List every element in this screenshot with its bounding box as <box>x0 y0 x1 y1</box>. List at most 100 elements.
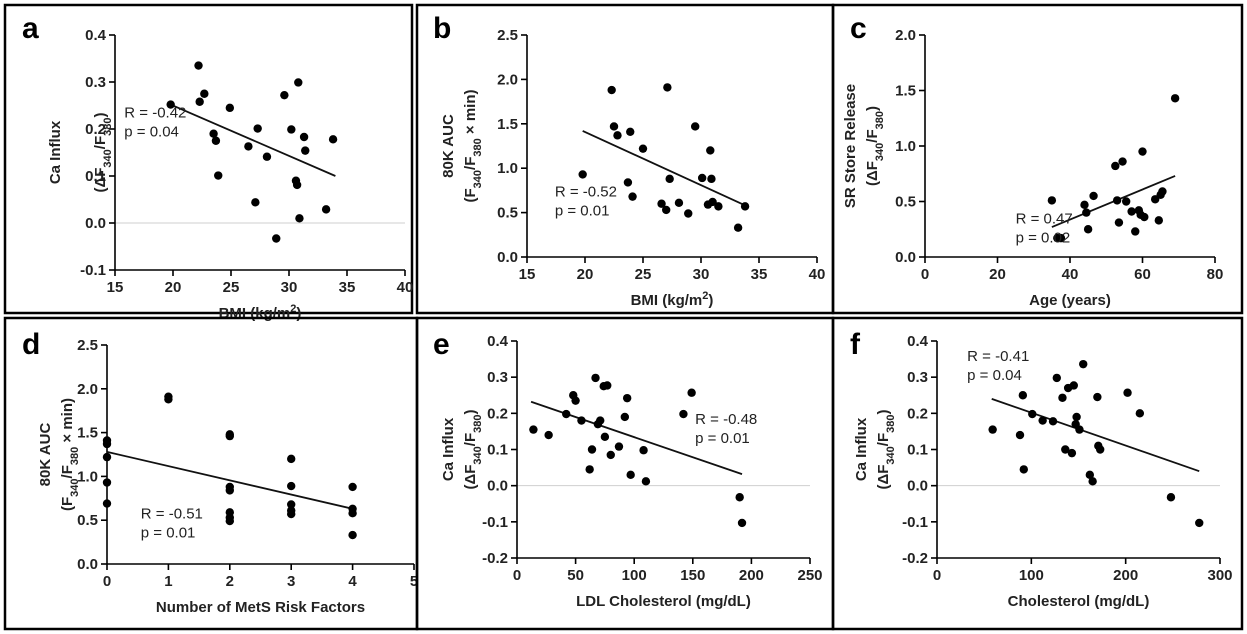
panel-letter: c <box>850 12 867 45</box>
data-point <box>1093 392 1102 402</box>
data-point <box>626 470 635 480</box>
y-tick-label: 0.2 <box>487 405 508 422</box>
x-tick-label: 40 <box>809 266 826 283</box>
data-point <box>1121 197 1131 206</box>
data-point <box>1088 477 1097 486</box>
stats-annotation: p = 0.02 <box>1016 230 1071 247</box>
regression-line <box>991 398 1200 473</box>
data-point <box>1069 381 1078 390</box>
data-point <box>1048 417 1058 426</box>
stats-annotation: p = 0.01 <box>141 524 196 541</box>
x-tick-label: 40 <box>1062 266 1079 283</box>
chart-panel-b: 15 20 25 30 35 40 0.0 0.5 1.0 1.5 2.0 2.5 BMI (kg/m2… <box>415 3 835 315</box>
stats-annotation: p = 0.01 <box>695 430 750 447</box>
y-axis-title: 80K AUC <box>37 423 54 487</box>
y-axis-title: Ca Influx <box>47 120 64 184</box>
y-tick-label: 0.4 <box>85 27 107 44</box>
x-tick-label: 80 <box>1207 266 1224 283</box>
regression-line <box>582 130 748 208</box>
data-point <box>211 136 221 145</box>
data-point <box>628 192 637 201</box>
data-point <box>1058 393 1067 402</box>
data-point <box>1158 187 1167 196</box>
y-tick-label: 2.0 <box>497 71 518 88</box>
data-point <box>348 508 357 518</box>
data-point <box>1018 391 1028 400</box>
data-point <box>200 89 209 98</box>
data-point <box>623 178 633 187</box>
data-point <box>735 493 744 502</box>
y-tick-label: 0.0 <box>85 215 106 232</box>
data-point <box>1056 233 1066 243</box>
x-tick-label: 15 <box>107 279 124 296</box>
data-point <box>348 530 357 540</box>
y-tick-label: 2.0 <box>895 27 916 44</box>
x-tick-label: 0 <box>513 567 521 584</box>
x-tick-label: 250 <box>797 567 822 584</box>
x-tick-label: 15 <box>519 266 536 283</box>
y-tick-label: 0.0 <box>487 478 508 495</box>
regression-line <box>170 103 336 177</box>
data-point <box>684 209 693 218</box>
data-point <box>262 152 272 161</box>
y-tick-label: 0.2 <box>85 121 106 138</box>
y-tick-label: 0.3 <box>907 369 928 386</box>
x-tick-label: 35 <box>751 266 768 283</box>
data-point <box>272 234 281 243</box>
data-point <box>287 509 296 519</box>
data-point <box>577 416 586 425</box>
y-axis-title: 80K AUC <box>440 114 457 178</box>
data-point <box>622 393 632 403</box>
y-tick-label: 0.0 <box>497 249 518 266</box>
x-axis-title: BMI (kg/m2) <box>631 290 714 309</box>
data-point <box>301 146 310 155</box>
panel-letter: b <box>433 12 451 45</box>
y-tick-label: 0.3 <box>487 369 508 386</box>
data-point <box>287 125 296 134</box>
data-point <box>1138 147 1147 156</box>
data-point <box>280 90 289 100</box>
y-tick-label: 2.5 <box>77 337 98 354</box>
data-point <box>578 170 587 179</box>
data-point <box>613 131 622 140</box>
x-tick-label: 150 <box>680 567 705 584</box>
data-point <box>1079 359 1088 369</box>
data-point <box>1015 430 1025 440</box>
x-tick-label: 5 <box>410 573 418 590</box>
data-point <box>244 142 253 151</box>
chart-panel-d: 0 1 2 3 4 5 0.0 0.5 1.0 1.5 2.0 2.5 Number of MetS R… <box>3 316 419 631</box>
data-point <box>737 518 747 528</box>
data-point <box>299 132 309 142</box>
data-point <box>596 416 605 425</box>
y-axis-title: (F340/F380 × min) <box>462 90 484 203</box>
data-point <box>1083 225 1093 234</box>
data-point <box>225 516 234 526</box>
stats-annotation: R = -0.48 <box>695 411 757 428</box>
data-point <box>626 127 635 136</box>
stats-annotation: R = -0.52 <box>555 184 617 201</box>
data-point <box>1052 373 1062 383</box>
x-tick-label: 20 <box>165 279 182 296</box>
data-point <box>609 122 619 131</box>
data-point <box>707 174 716 184</box>
data-point <box>102 439 112 449</box>
data-point <box>1154 216 1164 225</box>
data-point <box>733 223 743 232</box>
data-point <box>665 174 674 184</box>
data-point <box>287 454 296 464</box>
chart-panel-c: 0 20 40 60 80 0.0 0.5 1.0 1.5 2.0 Age (years) SR St… <box>831 3 1244 315</box>
x-tick-label: 40 <box>397 279 414 296</box>
y-tick-label: 0.3 <box>85 74 106 91</box>
stats-annotation: p = 0.04 <box>124 123 179 140</box>
data-point <box>1135 409 1145 418</box>
data-point <box>714 202 723 211</box>
data-point <box>287 500 296 509</box>
y-axis-title: (ΔF340/F380) <box>462 409 484 489</box>
data-point <box>638 144 648 153</box>
data-point <box>571 396 580 405</box>
data-point <box>988 425 997 434</box>
data-point <box>328 135 338 144</box>
panel-letter: e <box>433 328 450 361</box>
y-tick-label: -0.1 <box>482 514 508 531</box>
data-point <box>292 180 302 190</box>
